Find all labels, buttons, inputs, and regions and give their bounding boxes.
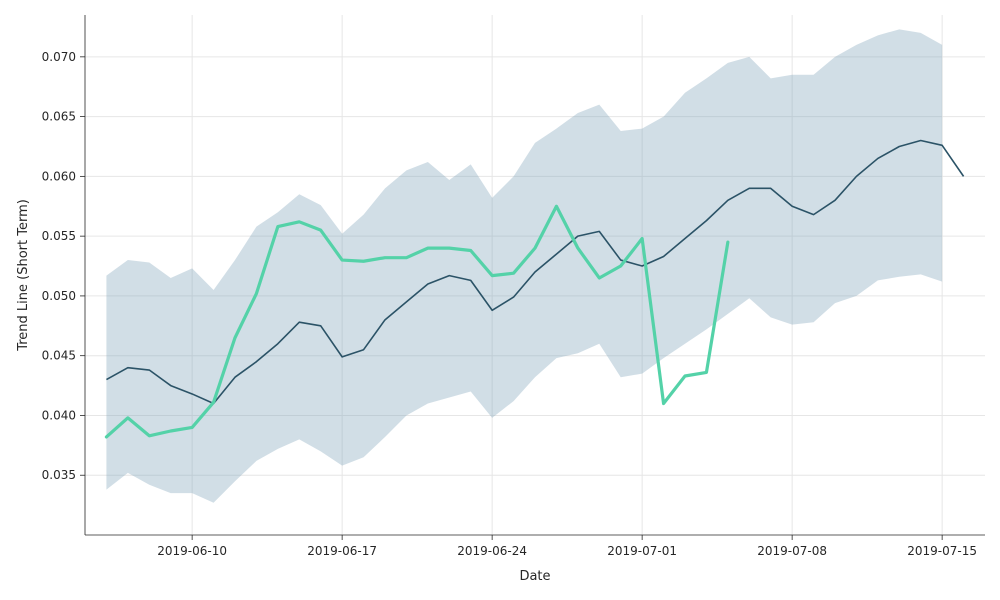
x-tick-label: 2019-06-17 <box>307 544 377 558</box>
y-tick-label: 0.050 <box>42 289 76 303</box>
y-tick-label: 0.035 <box>42 468 76 482</box>
y-tick-label: 0.045 <box>42 349 76 363</box>
y-tick-label: 0.070 <box>42 50 76 64</box>
x-tick-label: 2019-07-08 <box>757 544 827 558</box>
y-tick-label: 0.040 <box>42 408 76 422</box>
y-tick-label: 0.065 <box>42 110 76 124</box>
x-axis-label: Date <box>519 569 550 584</box>
x-tick-label: 2019-07-15 <box>907 544 977 558</box>
y-tick-label: 0.060 <box>42 169 76 183</box>
y-tick-label: 0.055 <box>42 229 76 243</box>
x-tick-label: 2019-07-01 <box>607 544 677 558</box>
x-tick-label: 2019-06-10 <box>157 544 227 558</box>
y-axis-label: Trend Line (Short Term) <box>16 199 31 352</box>
x-tick-label: 2019-06-24 <box>457 544 527 558</box>
trend-chart: 0.035 0.040 0.045 0.050 0.055 0.060 0.065 0.070… <box>0 0 1000 600</box>
chart-container: 0.035 0.040 0.045 0.050 0.055 0.060 0.065 0.070… <box>0 0 1000 600</box>
